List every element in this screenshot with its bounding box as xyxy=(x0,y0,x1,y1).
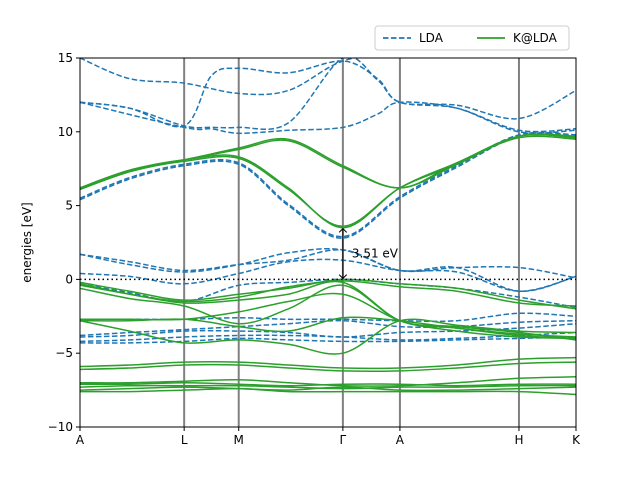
x-tick-label: A xyxy=(396,433,405,447)
gap-label: 3.51 eV xyxy=(352,246,399,260)
y-tick-label: −10 xyxy=(48,420,73,434)
y-axis: −10 −5 0 5 10 15 xyxy=(48,51,80,434)
x-tick-label: H xyxy=(514,433,523,447)
x-tick-label: Γ xyxy=(340,433,347,447)
kalda-band-line xyxy=(80,318,576,355)
kalda-band-line xyxy=(80,387,576,396)
lda-band-line xyxy=(80,60,576,128)
x-tick-label: M xyxy=(234,433,244,447)
kalda-band-line xyxy=(80,356,576,370)
lda-band-line xyxy=(80,336,576,344)
y-tick-label: −5 xyxy=(55,346,73,360)
y-axis-label: energies [eV] xyxy=(20,202,34,282)
legend-kalda-label: K@LDA xyxy=(513,31,558,45)
kalda-band-line xyxy=(80,133,576,228)
kalda-band-line xyxy=(80,316,576,338)
lda-band-line xyxy=(80,319,576,337)
lda-band-line xyxy=(80,248,576,292)
lda-band-line xyxy=(80,58,358,96)
legend-lda-label: LDA xyxy=(419,31,444,45)
kalda-band-line xyxy=(80,386,576,392)
plot-frame xyxy=(79,57,577,428)
y-tick-label: 0 xyxy=(65,272,73,286)
legend-frame xyxy=(374,25,570,51)
lda-band-line xyxy=(80,258,576,292)
y-tick-label: 5 xyxy=(65,199,73,213)
gap-annotation: 3.51 eV xyxy=(343,229,399,279)
lda-band-line xyxy=(80,278,576,309)
legend: LDA K@LDA xyxy=(374,25,570,51)
kalda-band-line xyxy=(80,361,576,373)
x-tick-label: K xyxy=(572,433,581,447)
x-tick-label: L xyxy=(181,433,188,447)
y-tick-label: 10 xyxy=(58,125,73,139)
kalda-band-line xyxy=(80,284,576,341)
lda-band-line xyxy=(80,101,576,135)
y-tick-label: 15 xyxy=(58,51,73,65)
bands-layer xyxy=(80,58,576,396)
kalda-band-line xyxy=(80,381,576,387)
x-tick-label: A xyxy=(76,433,85,447)
